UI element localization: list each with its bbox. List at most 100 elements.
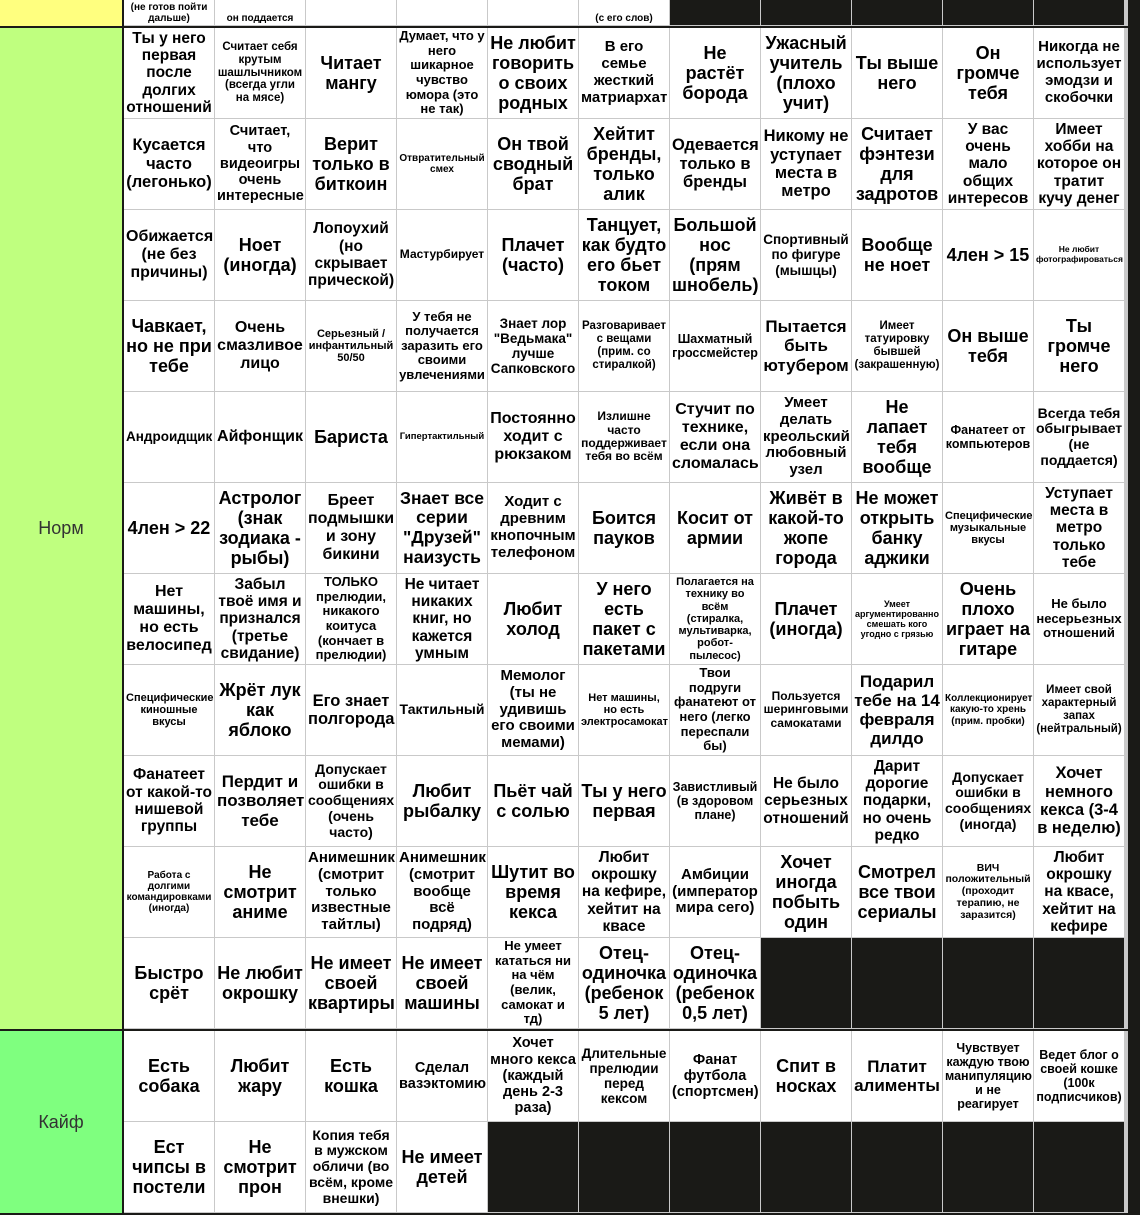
tier-item[interactable]: Фанатеет от какой-то нишевой группы [124, 756, 214, 846]
tier-item[interactable]: Любит окрошку на квасе, хейтит на кефире [1034, 847, 1124, 937]
tier-item[interactable] [397, 0, 487, 25]
tier-item[interactable]: 4лен > 15 [943, 210, 1033, 300]
tier-item[interactable]: Сделал вазэктомию [397, 1031, 487, 1121]
tier-item[interactable]: Ты выше него [852, 28, 942, 118]
tier-item[interactable]: Ужасный учитель (плохо учит) [761, 28, 851, 118]
tier-item[interactable]: Полагается на технику во всём (стиралка,… [670, 574, 760, 664]
tier-item[interactable]: Ест чипсы в постели [124, 1122, 214, 1212]
tier-item[interactable]: ВИЧ положительный (проходит терапию, не … [943, 847, 1033, 937]
tier-item[interactable]: Излишне часто поддерживает тебя во всём [579, 392, 669, 482]
tier-item[interactable] [488, 0, 578, 25]
tier-item[interactable]: Считает фэнтези для задротов [852, 119, 942, 209]
tier-item[interactable]: Имеет свой характерный запах (нейтральны… [1034, 665, 1124, 755]
tier-item[interactable]: Одевается только в бренды [670, 119, 760, 209]
tier-label[interactable]: Кайф [0, 1031, 124, 1213]
tier-item[interactable]: Лопоухий (но скрывает прической) [306, 210, 396, 300]
tier-item[interactable]: Быстро срёт [124, 938, 214, 1028]
tier-item[interactable]: Знает лор "Ведьмака" лучше Сапковского [488, 301, 578, 391]
tier-item[interactable]: ТОЛЬКО прелюдии, никакого коитуса (конча… [306, 574, 396, 664]
tier-item[interactable]: Не может открыть банку аджики [852, 483, 942, 573]
tier-item[interactable]: Шутит во время кекса [488, 847, 578, 937]
tier-item[interactable]: Анимешник (смотрит только известные тайт… [306, 847, 396, 937]
tier-item[interactable]: Отец-одиночка (ребенок 5 лет) [579, 938, 669, 1028]
tier-item[interactable]: Отец-одиночка (ребенок 0,5 лет) [670, 938, 760, 1028]
tier-item[interactable]: Мастурбирует [397, 210, 487, 300]
tier-label[interactable]: Норм [0, 28, 124, 1029]
tier-item[interactable]: Пытается быть ютубером [761, 301, 851, 391]
tier-item[interactable]: Очень смазливое лицо [215, 301, 305, 391]
tier-item[interactable]: Не имеет детей [397, 1122, 487, 1212]
tier-item[interactable]: Ноет (иногда) [215, 210, 305, 300]
tier-item[interactable]: Хочет немного кекса (3-4 в неделю) [1034, 756, 1124, 846]
tier-item[interactable]: Боится пауков [579, 483, 669, 573]
tier-item[interactable]: Не было несерьезных отношений [1034, 574, 1124, 664]
tier-item[interactable]: В его семье жесткий матриархат [579, 28, 669, 118]
tier-item[interactable]: Амбиции (император мира сего) [670, 847, 760, 937]
tier-item[interactable]: Имеет хобби на которое он тратит кучу де… [1034, 119, 1124, 209]
tier-item[interactable]: Пердит и позволяет тебе [215, 756, 305, 846]
tier-item[interactable]: Гипертактильный [397, 392, 487, 482]
tier-item[interactable]: Пьёт чай с солью [488, 756, 578, 846]
tier-item[interactable]: Специфические киношные вкусы [124, 665, 214, 755]
tier-item[interactable]: Он громче тебя [943, 28, 1033, 118]
tier-item[interactable]: Нет машины, но есть электросамокат [579, 665, 669, 755]
tier-item[interactable]: Коллекционирует какую-то хрень (прим. пр… [943, 665, 1033, 755]
tier-item[interactable]: Ты у него первая после долгих отношений [124, 28, 214, 118]
tier-item[interactable]: Умеет аргументированно смешать кого угод… [852, 574, 942, 664]
tier-item[interactable]: Спортивный по фигуре (мышцы) [761, 210, 851, 300]
tier-item[interactable]: 4лен > 22 [124, 483, 214, 573]
tier-item[interactable]: Тактильный [397, 665, 487, 755]
tier-item[interactable]: Никогда не использует эмодзи и скобочки [1034, 28, 1124, 118]
tier-item[interactable]: Плачет (часто) [488, 210, 578, 300]
tier-item[interactable]: Шахматный гроссмейстер [670, 301, 760, 391]
tier-item[interactable]: Копия тебя в мужском обличи (во всём, кр… [306, 1122, 396, 1212]
tier-item[interactable]: Ходит с древним кнопочным телефоном [488, 483, 578, 573]
tier-item[interactable]: Астролог (знак зодиака - рыбы) [215, 483, 305, 573]
tier-item[interactable]: Андроидщик [124, 392, 214, 482]
tier-item[interactable]: Мемолог (ты не удивишь его своими мемами… [488, 665, 578, 755]
tier-item[interactable]: Не смотрит аниме [215, 847, 305, 937]
tier-item[interactable]: Не умеет кататься ни на чём (велик, само… [488, 938, 578, 1028]
tier-item[interactable]: Не растёт борода [670, 28, 760, 118]
tier-item[interactable]: Серьезный / инфантильный 50/50 [306, 301, 396, 391]
tier-item[interactable] [306, 0, 396, 25]
tier-item[interactable]: Кусается часто (легонько) [124, 119, 214, 209]
tier-item[interactable]: Хочет иногда побыть один [761, 847, 851, 937]
tier-item[interactable]: Косит от армии [670, 483, 760, 573]
tier-item[interactable]: Жрёт лук как яблоко [215, 665, 305, 755]
tier-item[interactable]: (с его слов) [579, 0, 669, 25]
tier-item[interactable]: Есть кошка [306, 1031, 396, 1121]
tier-item[interactable]: Не лапает тебя вообще [852, 392, 942, 482]
tier-item[interactable]: Не любит окрошку [215, 938, 305, 1028]
tier-item[interactable]: Разговаривает с вещами (прим. со стиралк… [579, 301, 669, 391]
tier-item[interactable]: У тебя не получается заразить его своими… [397, 301, 487, 391]
tier-item[interactable]: Айфонщик [215, 392, 305, 482]
tier-item[interactable]: Не читает никаких книг, но кажется умным [397, 574, 487, 664]
tier-item[interactable]: Смотрел все твои сериалы [852, 847, 942, 937]
tier-item[interactable]: Специфические музыкальные вкусы [943, 483, 1033, 573]
tier-item[interactable]: Дарит дорогие подарки, но очень редко [852, 756, 942, 846]
tier-item[interactable]: Ты громче него [1034, 301, 1124, 391]
tier-item[interactable]: Любит жару [215, 1031, 305, 1121]
tier-item[interactable]: Фанатеет от компьютеров [943, 392, 1033, 482]
tier-item[interactable]: он поддается [215, 0, 305, 25]
tier-item[interactable]: Не имеет своей машины [397, 938, 487, 1028]
tier-item[interactable]: Твои подруги фанатеют от него (легко пер… [670, 665, 760, 755]
tier-item[interactable]: Ты у него первая [579, 756, 669, 846]
tier-item[interactable]: Бреет подмышки и зону бикини [306, 483, 396, 573]
tier-item[interactable]: Он твой сводный брат [488, 119, 578, 209]
tier-item[interactable]: Есть собака [124, 1031, 214, 1121]
tier-item[interactable]: Имеет татуировку бывшей (закрашенную) [852, 301, 942, 391]
tier-item[interactable]: Не любит говорить о своих родных [488, 28, 578, 118]
tier-item[interactable]: Не было серьезных отношений [761, 756, 851, 846]
tier-label[interactable] [0, 0, 124, 26]
tier-item[interactable]: Забыл твоё имя и признался (третье свида… [215, 574, 305, 664]
tier-item[interactable]: Не имеет своей квартиры [306, 938, 396, 1028]
tier-item[interactable]: Вообще не ноет [852, 210, 942, 300]
tier-item[interactable]: Любит рыбалку [397, 756, 487, 846]
tier-item[interactable]: Допускает ошибки в сообщениях (очень час… [306, 756, 396, 846]
tier-item[interactable]: Его знает полгорода [306, 665, 396, 755]
tier-item[interactable]: Знает все серии "Друзей" наизусть [397, 483, 487, 573]
tier-item[interactable]: У вас очень мало общих интересов [943, 119, 1033, 209]
tier-item[interactable]: Уступает места в метро только тебе [1034, 483, 1124, 573]
